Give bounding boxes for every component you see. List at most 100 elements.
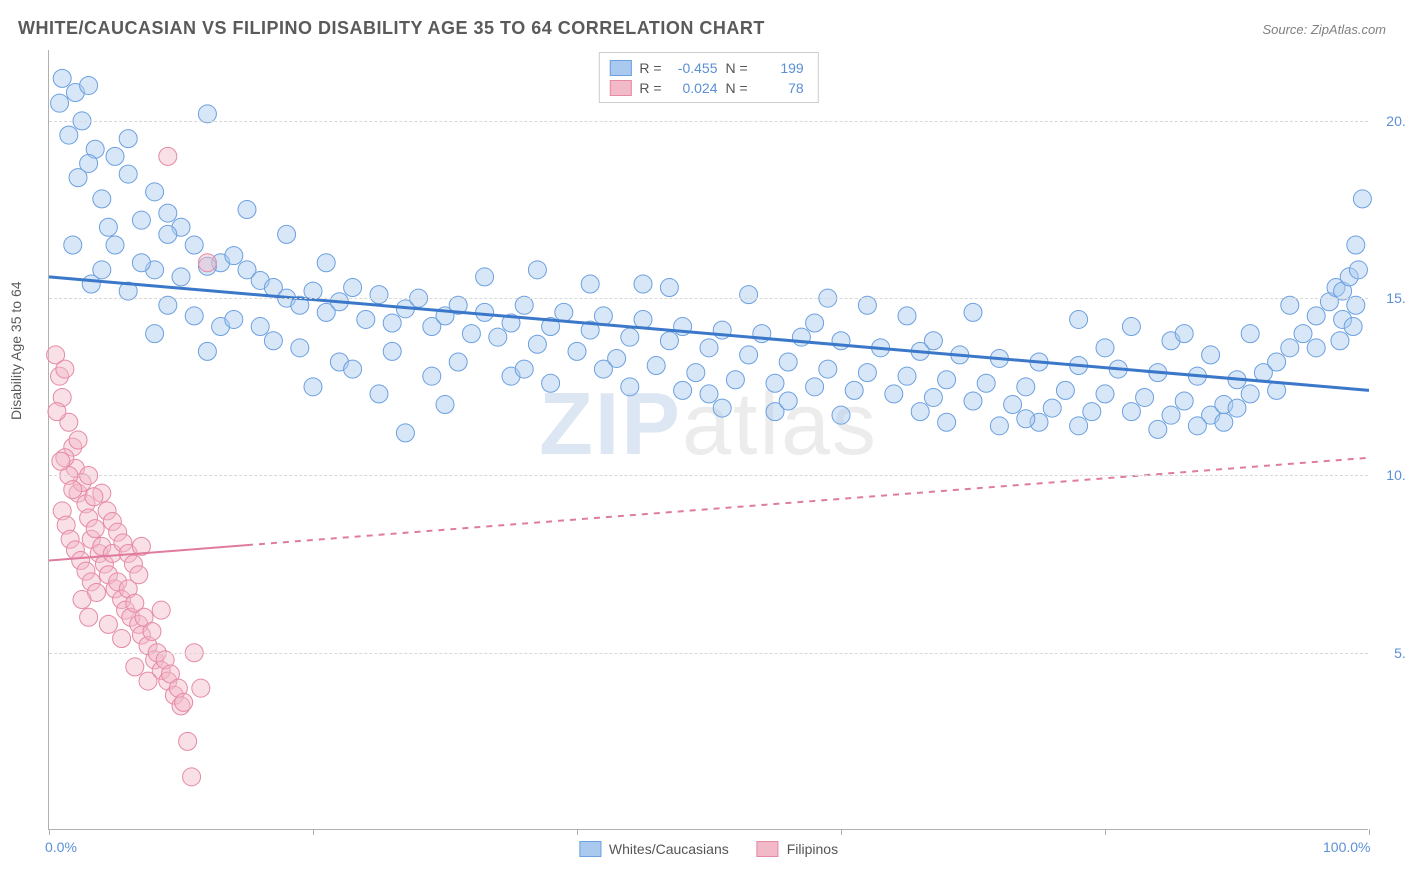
data-point: [238, 201, 256, 219]
gridline: [49, 121, 1368, 122]
data-point: [462, 325, 480, 343]
data-point: [175, 693, 193, 711]
data-point: [885, 385, 903, 403]
gridline: [49, 298, 1368, 299]
data-point: [185, 307, 203, 325]
data-point: [660, 332, 678, 350]
trend-line-dashed: [247, 458, 1369, 545]
xtick-mark: [49, 829, 50, 835]
data-point: [344, 360, 362, 378]
data-point: [93, 190, 111, 208]
data-point: [1307, 307, 1325, 325]
xtick-label: 100.0%: [1323, 839, 1370, 855]
data-point: [85, 488, 103, 506]
data-point: [1096, 339, 1114, 357]
data-point: [990, 417, 1008, 435]
data-point: [1202, 346, 1220, 364]
data-point: [806, 314, 824, 332]
data-point: [1096, 385, 1114, 403]
data-point: [73, 591, 91, 609]
data-point: [146, 325, 164, 343]
data-point: [1294, 325, 1312, 343]
data-point: [1349, 261, 1367, 279]
data-point: [898, 307, 916, 325]
xtick-label: 0.0%: [45, 839, 77, 855]
data-point: [819, 360, 837, 378]
data-point: [647, 357, 665, 375]
series-legend: Whites/Caucasians Filipinos: [579, 841, 838, 857]
data-point: [1188, 417, 1206, 435]
data-point: [858, 364, 876, 382]
data-point: [225, 310, 243, 328]
data-point: [924, 388, 942, 406]
data-point: [82, 275, 100, 293]
data-point: [1056, 381, 1074, 399]
data-point: [1175, 392, 1193, 410]
data-point: [621, 328, 639, 346]
ytick-label: 10.0%: [1386, 467, 1406, 483]
xtick-mark: [1369, 829, 1370, 835]
data-point: [80, 76, 98, 94]
data-point: [132, 254, 150, 272]
data-point: [179, 732, 197, 750]
data-point: [1268, 353, 1286, 371]
data-point: [1215, 413, 1233, 431]
data-point: [1175, 325, 1193, 343]
chart-title: WHITE/CAUCASIAN VS FILIPINO DISABILITY A…: [18, 18, 765, 39]
data-point: [766, 374, 784, 392]
data-point: [898, 367, 916, 385]
data-point: [291, 339, 309, 357]
data-point: [192, 679, 210, 697]
legend-item-1: Filipinos: [757, 841, 838, 857]
data-point: [806, 378, 824, 396]
data-point: [594, 307, 612, 325]
data-point: [515, 360, 533, 378]
data-point: [832, 406, 850, 424]
data-point: [1122, 318, 1140, 336]
data-point: [1331, 332, 1349, 350]
data-point: [52, 452, 70, 470]
gridline: [49, 653, 1368, 654]
data-point: [383, 314, 401, 332]
data-point: [132, 211, 150, 229]
legend-item-0: Whites/Caucasians: [579, 841, 729, 857]
data-point: [700, 385, 718, 403]
data-point: [172, 268, 190, 286]
data-point: [1043, 399, 1061, 417]
data-point: [64, 481, 82, 499]
chart-svg: [49, 50, 1368, 829]
data-point: [370, 385, 388, 403]
source-credit: Source: ZipAtlas.com: [1262, 22, 1386, 37]
data-point: [1347, 236, 1365, 254]
data-point: [370, 286, 388, 304]
data-point: [1136, 388, 1154, 406]
data-point: [964, 392, 982, 410]
data-point: [357, 310, 375, 328]
legend-bottom-label-1: Filipinos: [787, 841, 838, 857]
data-point: [225, 247, 243, 265]
data-point: [69, 431, 87, 449]
data-point: [106, 236, 124, 254]
data-point: [660, 279, 678, 297]
data-point: [700, 339, 718, 357]
data-point: [528, 261, 546, 279]
data-point: [423, 367, 441, 385]
data-point: [568, 342, 586, 360]
xtick-mark: [1105, 829, 1106, 835]
data-point: [152, 601, 170, 619]
data-point: [130, 566, 148, 584]
data-point: [740, 286, 758, 304]
data-point: [528, 335, 546, 353]
data-point: [621, 378, 639, 396]
data-point: [51, 94, 69, 112]
plot-area: ZIPatlas R = -0.455 N = 199 R = 0.024 N …: [48, 50, 1368, 830]
data-point: [713, 399, 731, 417]
xtick-mark: [577, 829, 578, 835]
data-point: [86, 520, 104, 538]
data-point: [674, 381, 692, 399]
data-point: [1344, 318, 1362, 336]
ytick-label: 5.0%: [1394, 645, 1406, 661]
data-point: [687, 364, 705, 382]
data-point: [198, 254, 216, 272]
data-point: [139, 672, 157, 690]
